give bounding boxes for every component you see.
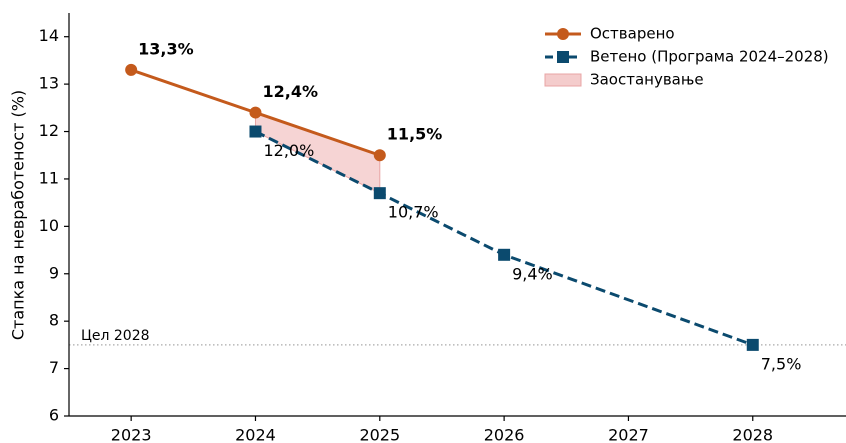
point (125, 63, 138, 76)
y-tick-label: 14 (39, 26, 59, 45)
y-tick-label: 11 (39, 168, 59, 187)
y-tick-label: 6 (49, 406, 59, 425)
legend-swatch (544, 73, 582, 87)
reference-label: Цел 2028 (81, 328, 150, 344)
x-tick-label: 2028 (732, 426, 773, 443)
x-tick-label: 2026 (484, 426, 525, 443)
legend-marker (557, 28, 569, 40)
value-label: 7,5% (761, 354, 802, 373)
y-tick-label: 12 (39, 121, 59, 140)
value-label: 12,0% (263, 141, 314, 160)
point (373, 149, 386, 162)
point (249, 106, 262, 119)
y-tick-label: 13 (39, 74, 59, 93)
value-label: 13,3% (138, 39, 194, 58)
x-tick-label: 2025 (359, 426, 400, 443)
y-tick-label: 7 (49, 358, 59, 377)
legend-label: Ветено (Програма 2024–2028) (590, 48, 829, 66)
value-label: 12,4% (262, 82, 318, 101)
point (498, 248, 511, 261)
x-tick-label: 2027 (608, 426, 649, 443)
legend-label: Заостанување (590, 71, 704, 89)
x-tick-label: 2023 (111, 426, 152, 443)
value-label: 9,4% (512, 264, 553, 283)
y-tick-label: 10 (39, 216, 59, 235)
y-axis-label: Стапка на невработеност (%) (9, 90, 28, 340)
legend-label: Остварено (590, 25, 675, 43)
point (373, 187, 386, 200)
series-line (254, 130, 754, 347)
y-tick-label: 8 (49, 311, 59, 330)
value-label: 10,7% (388, 203, 439, 222)
legend-marker (557, 51, 569, 63)
x-tick-label: 2024 (235, 426, 276, 443)
point (746, 338, 759, 351)
point (249, 125, 262, 138)
value-label: 11,5% (387, 125, 443, 144)
y-tick-label: 9 (49, 263, 59, 282)
